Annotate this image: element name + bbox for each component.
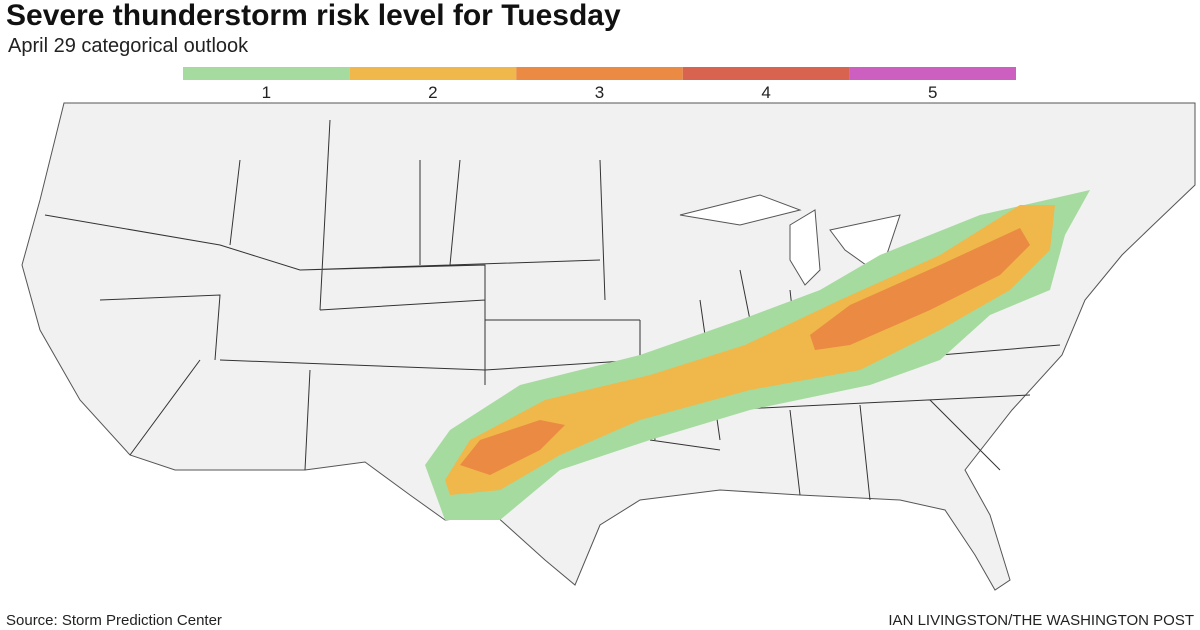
legend-label: 5 (928, 83, 937, 102)
legend: 1 2 3 4 5 (183, 67, 1016, 102)
legend-swatch (183, 67, 350, 80)
subtitle: April 29 categorical outlook (8, 35, 249, 57)
legend-swatch (349, 67, 517, 80)
source: Source: Storm Prediction Center (6, 612, 222, 629)
map (21, 102, 1196, 591)
credit: IAN LIVINGSTON/THE WASHINGTON POST (888, 612, 1194, 629)
legend-label: 4 (761, 83, 770, 102)
title: Severe thunderstorm risk level for Tuesd… (6, 0, 621, 32)
legend-label: 2 (428, 83, 437, 102)
legend-swatch (849, 67, 1016, 80)
legend-swatch (682, 67, 850, 80)
legend-label: 3 (595, 83, 604, 102)
legend-label: 1 (262, 83, 271, 102)
risk-area (460, 228, 1030, 475)
legend-swatch (516, 67, 683, 80)
land (21, 102, 1196, 591)
risk-area (445, 205, 1055, 495)
